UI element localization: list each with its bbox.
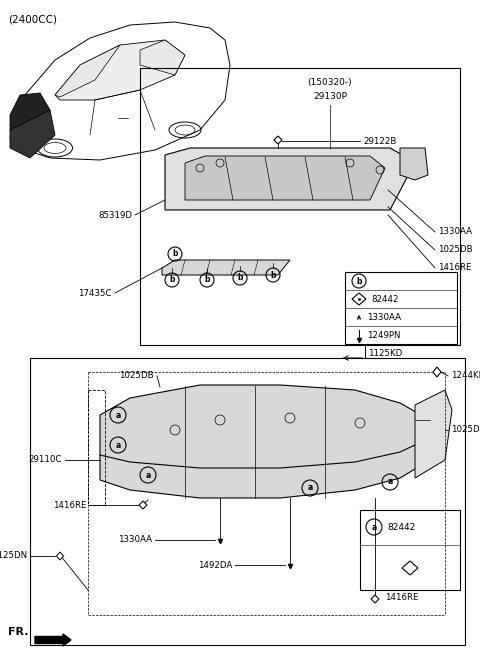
Polygon shape: [274, 136, 282, 144]
Polygon shape: [139, 501, 147, 509]
Text: a: a: [307, 484, 312, 492]
Text: b: b: [204, 275, 210, 285]
Polygon shape: [10, 22, 230, 160]
Text: 1244KB: 1244KB: [451, 371, 480, 381]
FancyArrow shape: [35, 634, 71, 646]
Text: 29122B: 29122B: [363, 136, 396, 146]
Text: 1125DN: 1125DN: [0, 552, 27, 560]
Bar: [345, 272, 457, 344]
Polygon shape: [371, 595, 379, 603]
Text: 17435C: 17435C: [79, 289, 112, 297]
Text: 1416RE: 1416RE: [53, 500, 87, 510]
Polygon shape: [402, 561, 418, 575]
Text: FR.: FR.: [8, 627, 28, 637]
Polygon shape: [100, 385, 430, 498]
Text: 1416RE: 1416RE: [385, 593, 419, 603]
Text: 1025DB: 1025DB: [451, 426, 480, 434]
Bar: [30, 358, 465, 645]
Polygon shape: [415, 390, 452, 478]
Polygon shape: [185, 156, 385, 200]
Polygon shape: [165, 148, 415, 210]
Text: b: b: [172, 250, 178, 259]
Text: 1025DB: 1025DB: [120, 371, 154, 381]
Text: 1416RE: 1416RE: [438, 263, 471, 273]
Text: 82442: 82442: [387, 522, 415, 532]
Text: (150320-): (150320-): [308, 78, 352, 87]
Text: b: b: [237, 273, 243, 283]
Bar: [140, 68, 460, 345]
Text: 29110C: 29110C: [29, 456, 62, 464]
Text: 1330AA: 1330AA: [438, 228, 472, 236]
Polygon shape: [162, 260, 290, 275]
Text: a: a: [372, 522, 377, 532]
Text: a: a: [145, 470, 151, 480]
Text: a: a: [115, 411, 120, 420]
Text: a: a: [387, 478, 393, 486]
Text: 1249PN: 1249PN: [367, 331, 400, 339]
Polygon shape: [140, 40, 185, 75]
Text: 82442: 82442: [371, 295, 398, 303]
Text: 29130P: 29130P: [313, 92, 347, 101]
Polygon shape: [352, 293, 366, 305]
Text: 1330AA: 1330AA: [118, 536, 152, 544]
Polygon shape: [55, 40, 185, 100]
Text: 1025DB: 1025DB: [438, 246, 473, 255]
Text: a: a: [115, 440, 120, 450]
Text: b: b: [356, 277, 362, 285]
Text: 85319D: 85319D: [98, 210, 132, 220]
Polygon shape: [10, 93, 50, 148]
Polygon shape: [57, 552, 63, 560]
Text: b: b: [169, 275, 175, 285]
Polygon shape: [10, 110, 55, 158]
Polygon shape: [400, 148, 428, 180]
Text: 1125KD: 1125KD: [368, 349, 402, 359]
Bar: [360, 510, 460, 590]
Polygon shape: [55, 45, 120, 97]
Text: b: b: [270, 271, 276, 279]
Text: 1492DA: 1492DA: [198, 560, 232, 570]
Polygon shape: [433, 367, 441, 377]
Text: 1330AA: 1330AA: [367, 313, 401, 321]
Text: (2400CC): (2400CC): [8, 14, 57, 24]
